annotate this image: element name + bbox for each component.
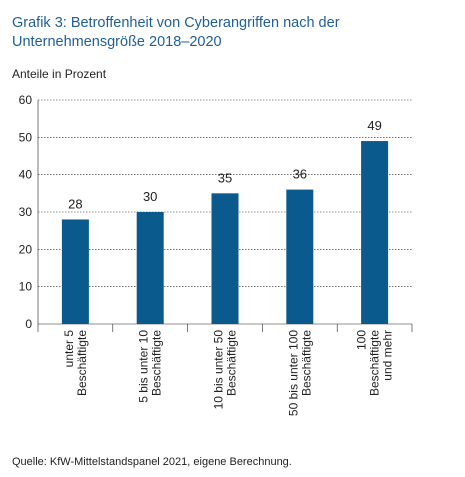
bar	[211, 193, 239, 324]
data-label: 36	[293, 167, 307, 182]
y-tick-label: 50	[19, 130, 33, 144]
data-label: 28	[68, 196, 82, 211]
y-tick-label: 20	[19, 242, 33, 256]
y-tick-label: 30	[19, 205, 33, 219]
data-label: 30	[143, 189, 157, 204]
x-category-label-line: unter 5	[62, 330, 76, 368]
source-note: Quelle: KfW-Mittelstandspanel 2021, eige…	[12, 456, 292, 468]
bar	[136, 212, 164, 324]
x-category-label-line: 100	[355, 330, 369, 350]
x-category-label: 10 bis unter 50 Beschäftigte	[212, 330, 239, 410]
x-category-label-line: Beschäftigte	[150, 330, 164, 396]
x-category-label: unter 5 Beschäftigte	[62, 330, 89, 396]
bar	[361, 141, 389, 324]
x-category-label-line: Beschäftigte	[75, 330, 89, 396]
y-tick-label: 40	[19, 168, 33, 182]
bar	[61, 219, 89, 324]
data-label: 35	[218, 170, 232, 185]
x-category-label-line: 10 bis unter 50	[212, 330, 226, 410]
bar	[286, 189, 314, 324]
y-tick-label: 60	[19, 93, 33, 107]
y-axis-unit-label: Anteile in Prozent	[12, 67, 107, 81]
x-category-label: 5 bis unter 10 Beschäftigte	[137, 330, 164, 403]
x-category-label-line: 50 bis unter 100	[286, 330, 300, 416]
x-category-label: 50 bis unter 100 Beschäftigte	[286, 330, 313, 416]
chart-title: Grafik 3: Betroffenheit von Cyberangriff…	[12, 15, 340, 50]
y-tick-label: 0	[25, 317, 32, 331]
x-category-label-line: Beschäftigte	[368, 330, 382, 396]
x-category-label-line: 5 bis unter 10	[137, 330, 151, 403]
x-category-label-line: Beschäftigte	[225, 330, 239, 396]
x-category-label: 100 Beschäftigte und mehr	[355, 330, 395, 396]
x-category-label-line: Beschäftigte	[299, 330, 313, 396]
data-label: 49	[367, 118, 381, 133]
x-category-label-line: und mehr	[381, 330, 395, 381]
y-tick-label: 10	[19, 280, 33, 294]
